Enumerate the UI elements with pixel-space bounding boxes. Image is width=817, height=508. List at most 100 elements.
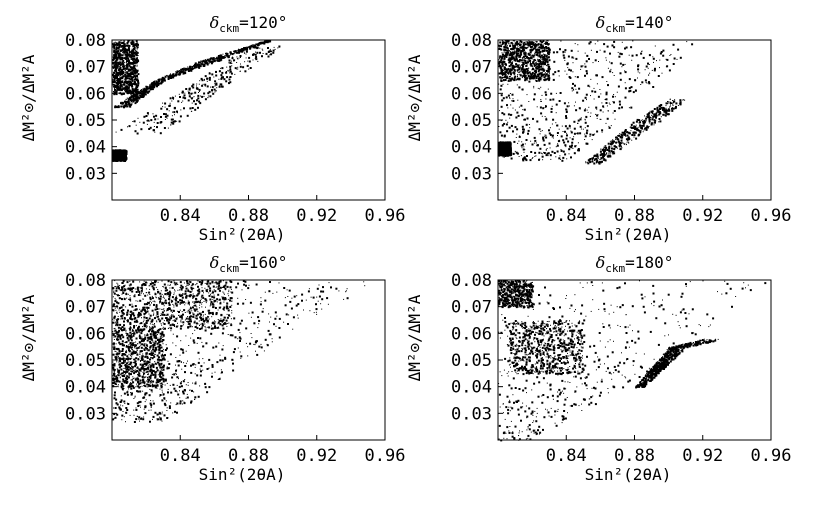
- data-point: [520, 66, 521, 67]
- data-point: [113, 84, 114, 85]
- data-point: [565, 52, 566, 53]
- data-point: [586, 60, 588, 62]
- data-point: [596, 131, 598, 133]
- data-point: [500, 76, 501, 77]
- data-point: [514, 41, 515, 42]
- data-point: [137, 91, 139, 93]
- data-point: [525, 60, 526, 61]
- data-point: [131, 85, 132, 86]
- data-point: [522, 109, 523, 110]
- data-point: [148, 114, 149, 115]
- data-point: [594, 91, 596, 93]
- data-point: [518, 86, 520, 88]
- data-point: [538, 47, 539, 48]
- data-point: [191, 97, 193, 99]
- data-point: [631, 86, 633, 88]
- data-point: [510, 114, 512, 116]
- data-point: [168, 105, 170, 107]
- data-point: [518, 115, 520, 117]
- data-point: [260, 42, 261, 43]
- data-point: [160, 132, 162, 134]
- data-point: [203, 84, 204, 85]
- data-point: [569, 76, 571, 78]
- data-point: [142, 89, 143, 90]
- data-point: [125, 46, 126, 47]
- data-point: [535, 43, 536, 44]
- data-point: [559, 100, 561, 102]
- data-point: [549, 132, 551, 134]
- data-point: [500, 85, 502, 87]
- data-point: [184, 93, 185, 94]
- data-point: [514, 71, 515, 72]
- data-point: [116, 132, 117, 133]
- data-point: [519, 54, 521, 56]
- data-point: [506, 123, 508, 125]
- data-point: [115, 152, 117, 154]
- data-point: [527, 60, 528, 61]
- data-point: [255, 58, 256, 59]
- data-point: [263, 53, 264, 54]
- data-point: [216, 72, 217, 73]
- data-point: [240, 64, 241, 65]
- data-point: [118, 93, 119, 94]
- data-point: [218, 55, 220, 57]
- data-point: [542, 62, 543, 63]
- data-point: [214, 60, 216, 62]
- data-point: [154, 83, 156, 85]
- data-point: [216, 57, 217, 58]
- data-point: [515, 61, 516, 62]
- data-point: [517, 84, 518, 85]
- data-point: [121, 70, 122, 71]
- data-point: [123, 150, 125, 152]
- data-point: [163, 113, 165, 115]
- data-point: [548, 66, 549, 67]
- data-point: [606, 102, 608, 104]
- data-point: [517, 69, 519, 71]
- data-point: [573, 58, 574, 59]
- data-point: [527, 118, 529, 120]
- data-point: [503, 97, 505, 99]
- data-point: [524, 109, 526, 111]
- data-point: [131, 84, 132, 85]
- data-point: [115, 68, 117, 70]
- data-point: [178, 71, 179, 72]
- data-point: [174, 75, 175, 76]
- data-point: [544, 80, 545, 81]
- data-point: [230, 52, 231, 53]
- data-point: [546, 154, 548, 156]
- data-point: [525, 143, 526, 144]
- data-point: [617, 92, 618, 93]
- data-point: [266, 53, 268, 55]
- data-point: [501, 48, 502, 49]
- data-point: [621, 106, 623, 108]
- data-point: [583, 65, 584, 66]
- data-point: [615, 119, 616, 120]
- data-point: [510, 104, 511, 105]
- data-point: [655, 46, 656, 47]
- data-point: [691, 43, 693, 45]
- data-point: [135, 100, 136, 101]
- data-point: [503, 123, 505, 125]
- data-point: [113, 153, 115, 155]
- data-point: [138, 118, 139, 119]
- data-point: [233, 53, 234, 54]
- data-point: [141, 90, 143, 92]
- data-point: [135, 96, 137, 98]
- data-point: [618, 86, 620, 88]
- data-point: [538, 88, 539, 89]
- data-point: [508, 48, 509, 49]
- data-point: [509, 50, 510, 51]
- data-point: [601, 129, 603, 131]
- data-point: [140, 91, 141, 92]
- data-point: [549, 73, 550, 74]
- data-point: [632, 41, 633, 42]
- data-point: [523, 146, 524, 147]
- data-point: [506, 44, 507, 45]
- data-point: [652, 70, 653, 71]
- data-point: [518, 78, 520, 80]
- data-point: [549, 143, 551, 145]
- data-point: [533, 76, 535, 78]
- data-point: [571, 142, 573, 144]
- data-point: [143, 122, 145, 124]
